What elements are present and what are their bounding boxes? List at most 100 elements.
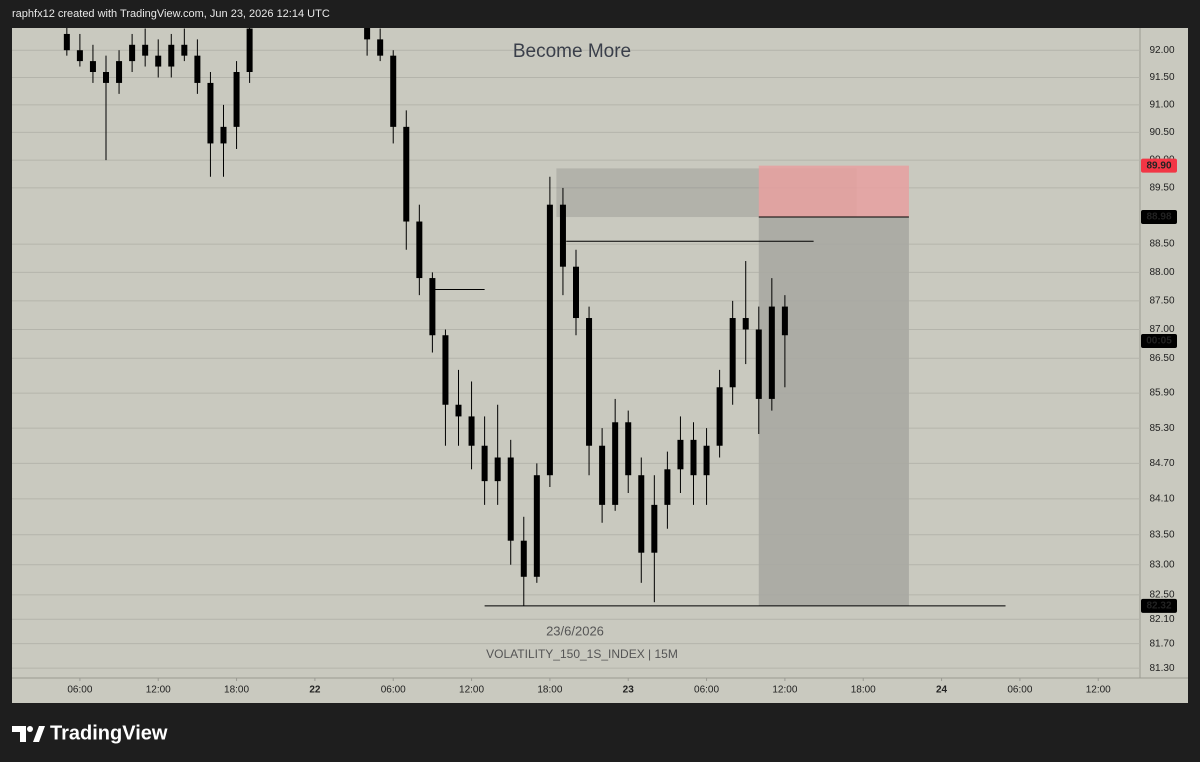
candle-body: [155, 55, 162, 67]
candle-body: [533, 475, 540, 577]
logo-mark: [33, 726, 45, 742]
y-tick-label: 91.00: [1149, 99, 1174, 110]
y-tick-label: 85.90: [1149, 388, 1174, 399]
candle-body: [76, 50, 83, 62]
y-tick-label: 83.50: [1149, 529, 1174, 540]
candle-body: [168, 44, 175, 67]
y-tick-label: 85.30: [1149, 423, 1174, 434]
candle-body: [129, 44, 136, 62]
candle-body: [89, 61, 96, 72]
candle-body: [116, 61, 123, 83]
candle-body: [586, 318, 593, 446]
candle-body: [220, 126, 227, 144]
candle-body: [103, 71, 109, 83]
y-tick-label: 87.50: [1149, 295, 1174, 306]
stop-zone: [758, 165, 909, 218]
candle-body: [429, 278, 436, 336]
x-tick-label: 06:00: [381, 685, 406, 696]
x-tick-label: 24: [936, 685, 948, 696]
brand-logo: TradingView: [12, 722, 168, 744]
candle-body: [520, 540, 527, 577]
price-label: 89.90: [1146, 160, 1171, 171]
candle-body: [546, 204, 553, 476]
y-tick-label: 82.10: [1149, 614, 1174, 625]
candle-body: [364, 28, 371, 40]
candle-body: [63, 33, 70, 51]
candle-body: [442, 335, 449, 405]
candle-body: [494, 457, 501, 482]
y-tick-label: 82.50: [1149, 590, 1174, 601]
x-tick-label: 12:00: [772, 685, 797, 696]
y-tick-label: 86.50: [1149, 353, 1174, 364]
candle-body: [416, 221, 423, 279]
candle-body: [768, 306, 775, 399]
price-label-box: [1141, 334, 1177, 349]
date-label: 23/6/2026: [546, 623, 604, 638]
candle-body: [455, 404, 462, 417]
candle-body: [233, 71, 240, 127]
candle-body: [599, 445, 606, 505]
price-label-box: [1141, 598, 1177, 613]
x-tick-label: 23: [623, 685, 635, 696]
candle-body: [651, 504, 658, 553]
header: raphfx12 created with TradingView.com, J…: [12, 8, 330, 20]
candle-body: [742, 318, 749, 330]
price-label: 82.32: [1146, 600, 1171, 611]
y-tick-label: 88.50: [1149, 239, 1174, 250]
candle-body: [612, 422, 619, 505]
price-label-box: [1141, 210, 1177, 225]
candle-body: [377, 39, 384, 56]
x-tick-label: 06:00: [1007, 685, 1032, 696]
y-tick-label: 88.00: [1149, 267, 1174, 278]
candle-body: [468, 416, 475, 446]
candle-body: [729, 318, 736, 388]
y-tick-label: 89.50: [1149, 183, 1174, 194]
logo-mark: [27, 726, 33, 732]
brand: TradingView: [50, 722, 168, 744]
candle-body: [403, 126, 410, 222]
x-tick-label: 22: [309, 685, 321, 696]
x-tick-label: 12:00: [459, 685, 484, 696]
candle-body: [781, 306, 788, 336]
candle-body: [142, 44, 149, 56]
axes: 92.0091.5091.0090.5090.0089.5088.5088.00…: [67, 45, 1177, 696]
symbol-label: VOLATILITY_150_1S_INDEX | 15M: [486, 647, 678, 661]
x-tick-label: 18:00: [851, 685, 876, 696]
candle-body: [390, 55, 397, 127]
candle-body: [181, 44, 188, 56]
y-tick-label: 87.00: [1149, 324, 1174, 335]
plot: [63, 28, 788, 606]
y-tick-label: 81.30: [1149, 663, 1174, 674]
candle-body: [755, 329, 762, 399]
candle-body: [716, 387, 723, 446]
y-tick-label: 84.70: [1149, 458, 1174, 469]
candle-body: [194, 55, 201, 83]
candle-body: [207, 82, 214, 144]
drawings: [433, 165, 1006, 607]
candle-body: [481, 445, 488, 482]
y-tick-label: 91.50: [1149, 72, 1174, 83]
y-tick-label: 81.70: [1149, 638, 1174, 649]
candle-body: [625, 422, 632, 476]
price-label: 88.98: [1146, 212, 1171, 223]
candle-body: [664, 469, 671, 505]
x-tick-label: 06:00: [694, 685, 719, 696]
x-tick-label: 18:00: [537, 685, 562, 696]
y-tick-label: 92.00: [1149, 45, 1174, 56]
y-tick-label: 84.10: [1149, 494, 1174, 505]
watermark: Become More: [513, 41, 631, 62]
target-zone: [758, 217, 909, 606]
candle-body: [690, 439, 697, 476]
x-tick-label: 12:00: [146, 685, 171, 696]
candle-body: [246, 28, 253, 72]
candle-body: [573, 266, 579, 319]
x-tick-label: 06:00: [67, 685, 92, 696]
x-tick-label: 18:00: [224, 685, 249, 696]
candle-body: [703, 445, 710, 476]
chart-panel: [12, 28, 1188, 703]
price-label-box: [1141, 158, 1177, 173]
x-tick-label: 12:00: [1086, 685, 1111, 696]
y-tick-label: 90.50: [1149, 127, 1174, 138]
